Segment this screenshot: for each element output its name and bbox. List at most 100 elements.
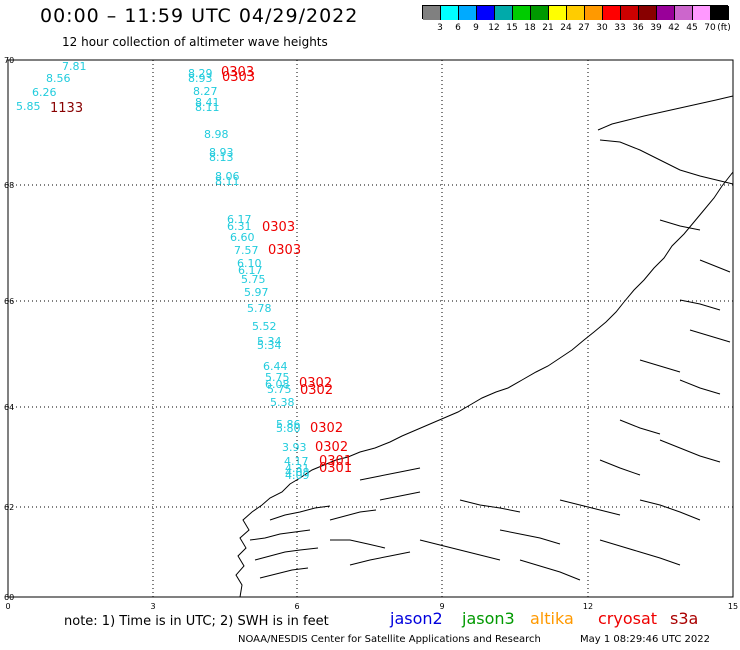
wave-height-label: 0302 xyxy=(310,421,343,436)
wave-height-label: 4.08 xyxy=(285,466,310,479)
legend-label: 3 xyxy=(437,23,443,33)
coastline-segment xyxy=(349,551,411,566)
legend-label: (ft) xyxy=(717,23,731,33)
map-title: 00:00 – 11:59 UTC 04/29/2022 xyxy=(40,5,359,27)
coastline-segment xyxy=(269,505,331,521)
wave-height-label: 7.57 xyxy=(234,244,259,257)
wave-height-label: 0303 xyxy=(262,220,295,235)
legend-label: 24 xyxy=(560,23,572,33)
wave-height-label: 0303 xyxy=(268,243,301,258)
legend-label: 70 xyxy=(704,23,716,33)
wave-height-label: 5.78 xyxy=(247,302,272,315)
legend-swatch xyxy=(441,6,459,20)
wave-height-label: 7.81 xyxy=(62,60,87,73)
legend-label: 12 xyxy=(488,23,500,33)
coastline-segment xyxy=(689,329,731,343)
legend-swatch xyxy=(477,6,495,20)
lat-tick-label: 68 xyxy=(4,181,14,190)
wave-height-label: 4.09 xyxy=(285,469,310,482)
coastline-segment xyxy=(599,539,681,566)
wave-height-label: 6.10 xyxy=(237,257,262,270)
wave-height-label: 5.86 xyxy=(276,418,301,431)
wave-height-label: 0303 xyxy=(222,70,255,85)
wave-height-label: 6.17 xyxy=(227,213,252,226)
legend-label: 45 xyxy=(686,23,698,33)
coastline-segment xyxy=(639,499,701,521)
map-subtitle: 12 hour collection of altimeter wave hei… xyxy=(62,35,328,49)
map-frame xyxy=(7,59,734,598)
coastline-segment xyxy=(235,171,734,598)
coastline-segment xyxy=(597,95,734,131)
wave-height-label: 0301 xyxy=(319,461,352,476)
wave-height-label: 6.31 xyxy=(227,220,252,233)
lon-tick-label: 15 xyxy=(728,602,738,611)
wave-height-label: 8.29 xyxy=(188,67,213,80)
legend-swatch xyxy=(675,6,693,20)
wave-height-label: 6.26 xyxy=(32,86,57,99)
longitude-labels: 0 3 6 9 12 15 xyxy=(5,602,738,611)
coastline-segment xyxy=(699,259,731,273)
wave-height-label: 8.11 xyxy=(215,175,240,188)
wave-height-label: 0303 xyxy=(221,65,254,80)
coastline-segment xyxy=(419,539,501,561)
legend-label: 9 xyxy=(473,23,479,33)
coastline-segment xyxy=(679,379,721,395)
wave-height-label: 5.52 xyxy=(252,320,277,333)
satellite-name-jason3: jason3 xyxy=(462,609,515,628)
wave-height-label: 6.44 xyxy=(263,360,288,373)
legend-label: 21 xyxy=(542,23,554,33)
generated-timestamp: May 1 08:29:46 UTC 2022 xyxy=(580,634,710,645)
wave-height-label: 8.11 xyxy=(195,101,220,114)
lon-tick-label: 3 xyxy=(150,602,155,611)
satellite-name-jason2: jason2 xyxy=(390,609,443,628)
legend-label: 6 xyxy=(455,23,461,33)
coastline-segment xyxy=(499,529,561,545)
coastline-segment xyxy=(459,499,521,513)
coastline xyxy=(235,95,734,598)
lon-tick-label: 0 xyxy=(5,602,10,611)
wave-height-label: 5.34 xyxy=(257,335,282,348)
legend-label: 27 xyxy=(578,23,590,33)
satellite-name-s3a: s3a xyxy=(670,609,699,628)
legend-label: 39 xyxy=(650,23,662,33)
wave-height-label: 5.80 xyxy=(276,422,301,435)
wave-height-label: 5.38 xyxy=(270,396,295,409)
legend-swatch xyxy=(657,6,675,20)
coastline-segment xyxy=(259,567,309,579)
lon-tick-label: 12 xyxy=(583,602,593,611)
lat-tick-label: 66 xyxy=(4,297,14,306)
coastline-segment xyxy=(679,299,721,311)
legend-label: 36 xyxy=(632,23,644,33)
wave-height-label: 6.08 xyxy=(265,378,290,391)
wave-height-label: 5.75 xyxy=(267,383,292,396)
legend-swatch xyxy=(693,6,711,20)
wave-height-label: 6.17 xyxy=(238,264,263,277)
wave-height-label: 1133 xyxy=(50,101,83,116)
legend-label: 42 xyxy=(668,23,680,33)
wave-height-label: 0302 xyxy=(299,376,332,391)
legend-swatch-bar xyxy=(422,5,729,20)
wave-height-label: 6.60 xyxy=(230,231,255,244)
wave-height-label: 5.75 xyxy=(241,273,266,286)
wave-height-label: 8.93 xyxy=(188,72,213,85)
graticule xyxy=(8,60,733,597)
credit-line: NOAA/NESDIS Center for Satellite Applica… xyxy=(238,634,541,645)
lat-tick-label: 60 xyxy=(4,593,14,602)
coastline-segment xyxy=(254,547,319,561)
wave-height-label: 8.06 xyxy=(215,170,240,183)
legend-swatch xyxy=(711,6,729,20)
legend-label: 33 xyxy=(614,23,626,33)
coastline-segment xyxy=(249,529,311,541)
satellite-name-altika: altika xyxy=(530,609,574,628)
coastline-segment xyxy=(329,509,377,521)
coastline-segment xyxy=(619,419,661,435)
legend-swatch xyxy=(495,6,513,20)
lat-tick-label: 70 xyxy=(4,56,14,65)
legend-swatch xyxy=(513,6,531,20)
coastline-segment xyxy=(559,499,621,516)
legend-swatch xyxy=(603,6,621,20)
wave-height-label: 5.75 xyxy=(265,371,290,384)
wave-height-label: 4.31 xyxy=(285,462,310,475)
wave-height-label: 5.34 xyxy=(257,339,282,352)
